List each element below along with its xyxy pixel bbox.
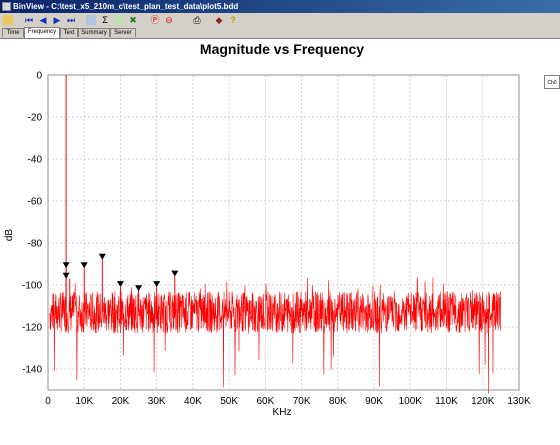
- y-tick-label: -40: [28, 155, 43, 166]
- y-tick-label: -120: [22, 323, 42, 334]
- y-tick-label: 0: [36, 71, 42, 82]
- legend-channel[interactable]: Ch0: [544, 75, 560, 89]
- help-icon[interactable]: ?: [230, 15, 236, 25]
- tab-time[interactable]: Time: [2, 28, 24, 37]
- plot-area: [0, 38, 560, 445]
- x-axis-label: KHz: [273, 407, 292, 418]
- x-tick-label: 50K: [220, 396, 238, 407]
- play-icon[interactable]: ▶: [53, 15, 61, 25]
- peak-marker[interactable]: [62, 272, 70, 279]
- tab-server[interactable]: Server: [110, 28, 136, 37]
- x-tick-label: 60K: [256, 396, 274, 407]
- x-tick-label: 70K: [293, 396, 311, 407]
- window-title: BinView - C:\test_x5_210m_c\test_plan_te…: [13, 2, 239, 11]
- plot-frame: [47, 74, 520, 391]
- sum-icon[interactable]: Σ: [102, 15, 108, 25]
- peak-marker[interactable]: [153, 281, 161, 288]
- app-icon: [2, 2, 11, 11]
- y-tick-label: -140: [22, 365, 42, 376]
- peak-marker[interactable]: [171, 270, 179, 277]
- y-tick-label: -20: [28, 113, 43, 124]
- x-tick-label: 30K: [148, 396, 166, 407]
- x-tick-label: 10K: [75, 396, 93, 407]
- x-tick-label: 110K: [435, 396, 458, 407]
- stop-icon[interactable]: Ⓟ: [150, 15, 160, 25]
- peak-marker[interactable]: [116, 281, 124, 288]
- y-tick-label: -60: [28, 197, 43, 208]
- x-tick-label: 40K: [184, 396, 202, 407]
- print-icon[interactable]: ⎙: [193, 15, 201, 25]
- x-tick-label: 120K: [471, 396, 495, 407]
- peak-marker[interactable]: [80, 262, 88, 269]
- tab-frequency[interactable]: Frequency: [24, 27, 60, 38]
- filter-icon[interactable]: ✖: [129, 15, 137, 25]
- peak-marker[interactable]: [98, 253, 106, 260]
- chart-title: Magnitude vs Frequency: [200, 41, 364, 57]
- x-tick-label: 80K: [329, 396, 347, 407]
- x-tick-label: 130K: [507, 396, 531, 407]
- x-tick-label: 0: [45, 396, 51, 407]
- peak-marker[interactable]: [62, 262, 70, 269]
- y-tick-label: -100: [22, 281, 42, 292]
- title-bar[interactable]: BinView - C:\test_x5_210m_c\test_plan_te…: [0, 0, 560, 13]
- prev-icon[interactable]: ◀: [39, 15, 47, 25]
- y-axis-label: dB: [4, 229, 15, 242]
- minus-icon[interactable]: ⊖: [165, 15, 173, 25]
- first-icon[interactable]: ⏮: [24, 15, 34, 25]
- y-tick-label: -80: [28, 239, 43, 250]
- x-tick-label: 20K: [112, 396, 130, 407]
- copy-icon[interactable]: [86, 15, 96, 25]
- chart-icon[interactable]: [114, 15, 124, 25]
- export-icon[interactable]: ◆: [215, 15, 223, 25]
- last-icon[interactable]: ⏭: [66, 15, 76, 25]
- x-tick-label: 100K: [399, 396, 423, 407]
- tab-strip: Time Frequency Text Summary Server: [0, 27, 560, 38]
- tab-summary[interactable]: Summary: [78, 28, 110, 37]
- noise-trace: [49, 277, 502, 394]
- open-icon[interactable]: [3, 15, 13, 25]
- peak-marker[interactable]: [135, 285, 143, 292]
- x-tick-label: 90K: [365, 396, 383, 407]
- tab-text[interactable]: Text: [60, 28, 78, 37]
